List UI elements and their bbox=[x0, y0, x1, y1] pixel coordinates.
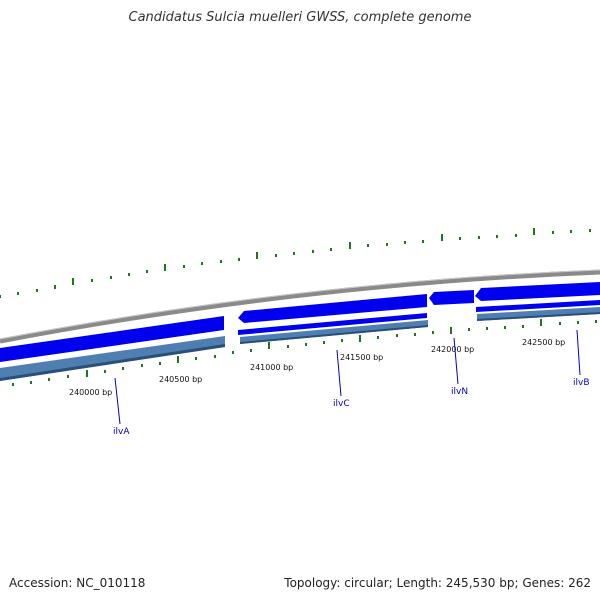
genome-summary-text: Topology: circular; Length: 245,530 bp; … bbox=[284, 576, 591, 590]
forward-gene-segment[interactable] bbox=[0, 316, 224, 362]
reverse-gene-segment-edge bbox=[477, 312, 600, 321]
scale-label: 241000 bp bbox=[250, 363, 293, 372]
forward-gene-segment[interactable] bbox=[475, 282, 600, 301]
forward-genes bbox=[0, 282, 600, 362]
genome-backbone-highlight bbox=[0, 269, 600, 340]
scale-label: 240000 bp bbox=[69, 388, 112, 397]
scale-label: 240500 bp bbox=[159, 375, 202, 384]
gene-label-ilvN[interactable]: ilvN bbox=[451, 387, 468, 397]
scale-label: 242000 bp bbox=[431, 345, 474, 354]
forward-gene-segment-inner[interactable] bbox=[476, 300, 600, 312]
gene-label-ilvC[interactable]: ilvC bbox=[333, 399, 350, 409]
outer-ticks bbox=[0, 228, 591, 298]
scale-label: 241500 bp bbox=[340, 353, 383, 362]
genome-backbone bbox=[0, 269, 600, 344]
reverse-gene-segment-edge bbox=[240, 325, 428, 344]
scale-labels: 240000 bp 240500 bp 241000 bp 241500 bp … bbox=[69, 338, 565, 397]
gene-labels: ilvA ilvC ilvN ilvB bbox=[113, 378, 590, 437]
accession-text: Accession: NC_010118 bbox=[9, 576, 146, 590]
reverse-genes bbox=[0, 307, 600, 381]
gene-leaders bbox=[114, 329, 581, 425]
gene-label-ilvA[interactable]: ilvA bbox=[113, 427, 130, 437]
reverse-gene-segment-edge bbox=[0, 344, 225, 381]
forward-gene-segment-inner[interactable] bbox=[238, 313, 427, 335]
gene-label-ilvB[interactable]: ilvB bbox=[573, 378, 590, 388]
forward-gene-segment[interactable] bbox=[429, 290, 474, 305]
scale-label: 242500 bp bbox=[522, 338, 565, 347]
genome-title: Candidatus Sulcia muelleri GWSS, complet… bbox=[128, 10, 472, 25]
forward-gene-segment[interactable] bbox=[238, 294, 427, 323]
scale-ticks bbox=[12, 319, 597, 386]
